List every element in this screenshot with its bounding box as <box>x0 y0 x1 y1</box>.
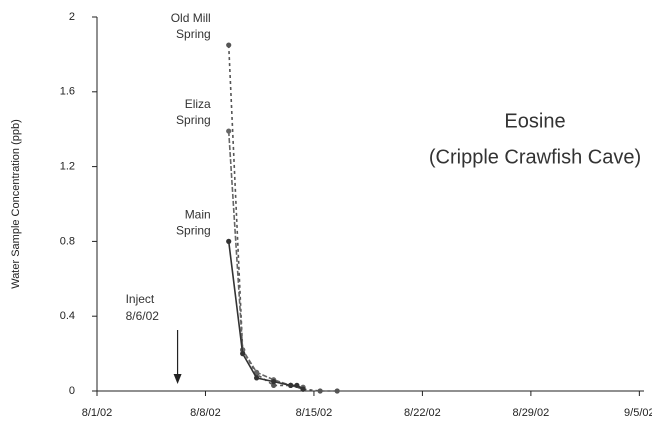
x-tick-label: 8/22/02 <box>404 407 441 419</box>
marker <box>254 375 260 381</box>
x-tick-label: 8/8/02 <box>190 407 221 419</box>
x-tick-label: 8/1/02 <box>82 407 113 419</box>
y-tick-label: 0.4 <box>60 310 75 322</box>
series-label: Spring <box>176 27 211 41</box>
marker <box>334 388 340 394</box>
x-tick-label: 8/29/02 <box>513 407 550 419</box>
inject-label: Inject <box>126 292 155 306</box>
marker <box>240 351 246 357</box>
marker <box>226 42 232 48</box>
marker <box>271 382 277 388</box>
y-tick-label: 0.8 <box>60 235 75 247</box>
marker <box>288 382 294 388</box>
y-tick-label: 1.6 <box>60 86 75 98</box>
x-tick-label: 9/5/02 <box>624 407 652 419</box>
y-axis-label: Water Sample Concentration (ppb) <box>10 119 22 289</box>
y-tick-label: 0 <box>69 385 75 397</box>
marker <box>271 379 277 385</box>
series-label: Spring <box>176 113 211 127</box>
inject-arrowhead <box>173 374 182 384</box>
series-label: Main <box>185 208 211 222</box>
chart-title: Eosine <box>504 110 565 132</box>
marker <box>226 128 232 134</box>
line <box>227 131 304 389</box>
marker <box>254 369 260 375</box>
y-tick-label: 1.2 <box>60 161 75 173</box>
chart-subtitle: (Cripple Crawfish Cave) <box>429 146 641 168</box>
line <box>227 45 338 392</box>
x-tick-label: 8/15/02 <box>296 407 333 419</box>
series-label: Spring <box>176 224 211 238</box>
marker <box>226 238 232 244</box>
series-label: Old Mill <box>171 11 211 25</box>
marker <box>294 382 300 388</box>
y-tick-label: 2 <box>69 11 75 23</box>
series-label: Eliza <box>185 97 211 111</box>
marker <box>300 386 306 392</box>
inject-label: 8/6/02 <box>126 309 160 323</box>
marker <box>317 388 323 394</box>
